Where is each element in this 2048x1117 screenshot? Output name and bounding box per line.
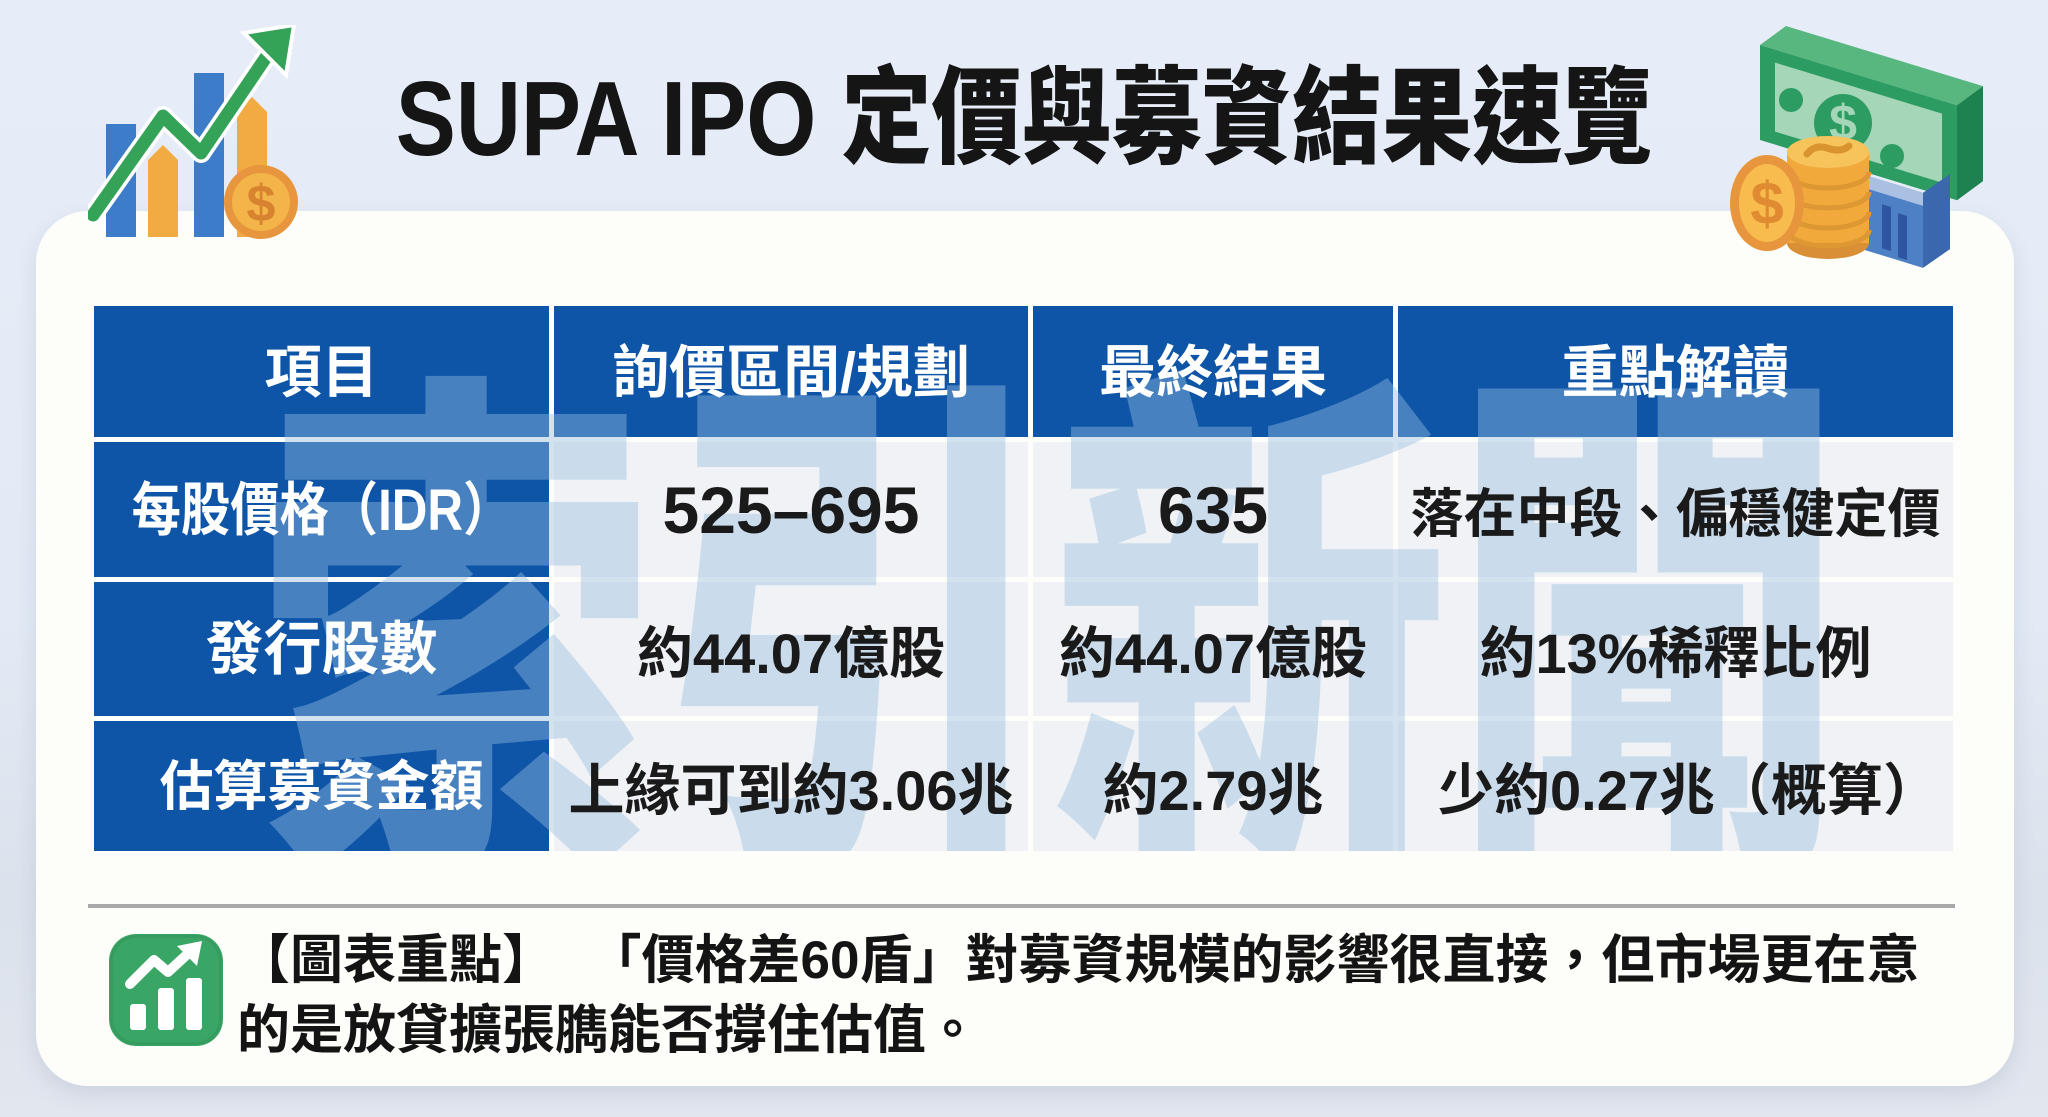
- svg-text:$: $: [247, 175, 276, 233]
- svg-text:$: $: [1750, 170, 1783, 237]
